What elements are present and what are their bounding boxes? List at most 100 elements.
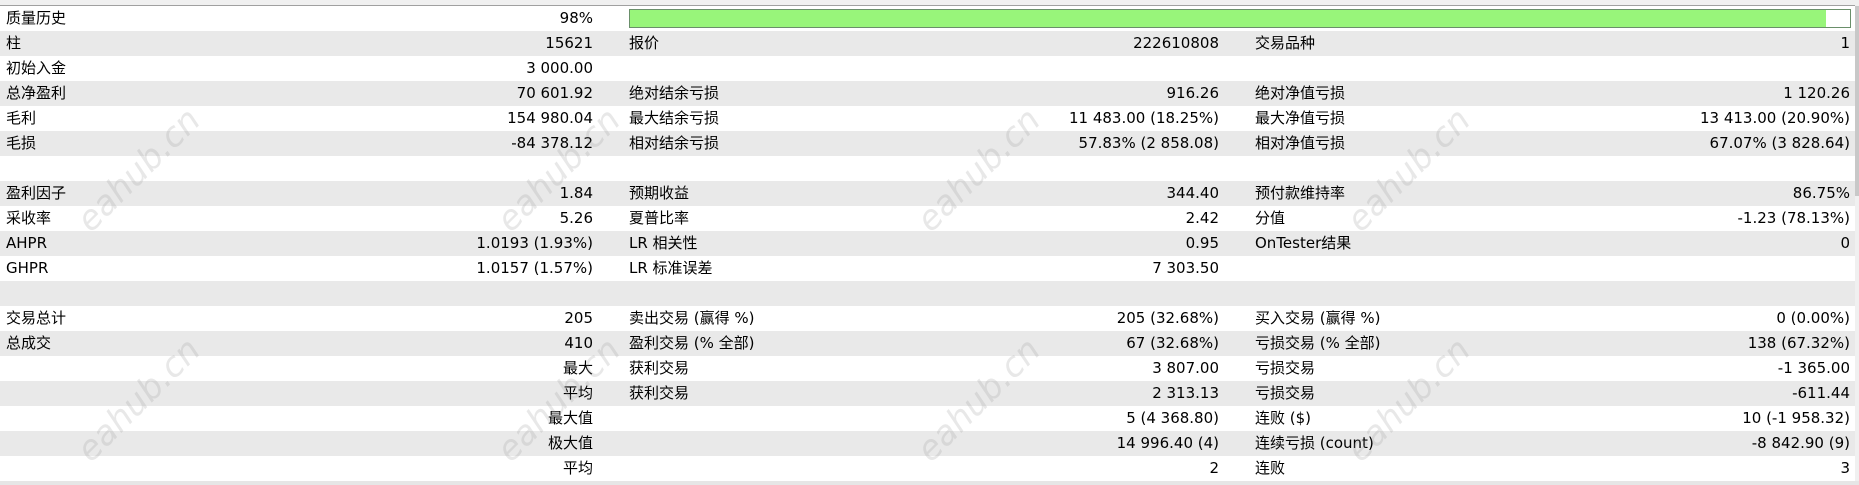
- stat-label: GHPR: [6, 259, 49, 277]
- stat-label: 最大净值亏损: [1255, 109, 1346, 127]
- stat-label: AHPR: [6, 234, 48, 252]
- stat-value: 13 413.00 (20.90%): [1699, 109, 1850, 127]
- stat-value: 平均: [562, 384, 593, 402]
- stat-value: 222610808: [1133, 34, 1219, 52]
- stat-label: 报价: [629, 34, 660, 52]
- stat-value: 0.95: [1185, 234, 1219, 252]
- table-row: AHPR 1.0193 (1.93%) LR 相关性 0.95 OnTester结果 0: [0, 231, 1855, 256]
- table-row: 总成交 410 盈利交易 (% 全部) 67 (32.68%) 亏损交易 (% 全部) 1…: [0, 331, 1855, 356]
- table-row: 平均 2 连败 3: [0, 456, 1855, 481]
- stat-label: 绝对结余亏损: [629, 84, 720, 102]
- stat-label: 柱: [6, 34, 22, 52]
- stat-value: 最大值: [547, 409, 593, 427]
- vertical-scrollbar[interactable]: [1855, 6, 1859, 196]
- stat-label: 初始入金: [6, 59, 67, 77]
- stat-label: 盈利交易 (% 全部): [629, 334, 755, 352]
- table-row: 平均 获利交易 2 313.13 亏损交易 -611.44: [0, 381, 1855, 406]
- stat-label: 买入交易 (赢得 %): [1255, 309, 1381, 327]
- bottom-border: [0, 481, 1859, 485]
- table-row: 柱 15621 报价 222610808 交易品种 1: [0, 31, 1855, 56]
- table-row: 最大 获利交易 3 807.00 亏损交易 -1 365.00: [0, 356, 1855, 381]
- quality-history-value: 98%: [559, 9, 593, 27]
- row-quality-history: 质量历史 98%: [0, 6, 1855, 31]
- stat-value: 1: [1840, 34, 1850, 52]
- stat-label: 总成交: [6, 334, 52, 352]
- stat-value: 极大值: [547, 434, 593, 452]
- stat-value: 5.26: [559, 209, 593, 227]
- stat-label: 卖出交易 (赢得 %): [629, 309, 755, 327]
- backtest-report-table: 质量历史 98% 柱 15621 报价 222610808 交易品种 1 初始入金 3 000…: [0, 5, 1855, 481]
- stat-value: 410: [564, 334, 593, 352]
- table-row: 初始入金 3 000.00: [0, 56, 1855, 81]
- stat-value: 70 601.92: [516, 84, 593, 102]
- stat-label: 毛损: [6, 134, 37, 152]
- stat-label: 预付款维持率: [1255, 184, 1346, 202]
- stat-value: 15621: [545, 34, 593, 52]
- stat-value: 86.75%: [1792, 184, 1850, 202]
- stat-value: 2: [1209, 459, 1219, 477]
- stat-label: 毛利: [6, 109, 37, 127]
- stat-label: 连续亏损 (count): [1255, 434, 1374, 452]
- stat-value: -8 842.90 (9): [1751, 434, 1850, 452]
- stat-value: -84 378.12: [511, 134, 593, 152]
- stat-label: 夏普比率: [629, 209, 690, 227]
- stat-value: 3 807.00: [1152, 359, 1219, 377]
- table-row: 最大值 5 (4 368.80) 连败 ($) 10 (-1 958.32): [0, 406, 1855, 431]
- stat-value: 2.42: [1185, 209, 1219, 227]
- stat-label: 相对结余亏损: [629, 134, 720, 152]
- stat-label: 盈利因子: [6, 184, 67, 202]
- stat-value: 14 996.40 (4): [1116, 434, 1219, 452]
- stat-value: 平均: [562, 459, 593, 477]
- stat-value: 0: [1840, 234, 1850, 252]
- stat-value: 0 (0.00%): [1776, 309, 1850, 327]
- stat-value: 1.0157 (1.57%): [476, 259, 593, 277]
- stat-label: 相对净值亏损: [1255, 134, 1346, 152]
- stat-value: 138 (67.32%): [1747, 334, 1850, 352]
- stat-label: 亏损交易 (% 全部): [1255, 334, 1381, 352]
- stat-value: 1.0193 (1.93%): [476, 234, 593, 252]
- stat-value: 154 980.04: [507, 109, 593, 127]
- stat-label: 获利交易: [629, 359, 690, 377]
- stat-value: 3: [1840, 459, 1850, 477]
- stat-value: 67.07% (3 828.64): [1709, 134, 1850, 152]
- stat-value: 916.26: [1166, 84, 1220, 102]
- stat-label: 分值: [1255, 209, 1286, 227]
- table-row: 毛损 -84 378.12 相对结余亏损 57.83% (2 858.08) 相对净值亏…: [0, 131, 1855, 156]
- table-row: [0, 156, 1855, 181]
- stat-value: 1 120.26: [1783, 84, 1850, 102]
- stat-value: 57.83% (2 858.08): [1078, 134, 1219, 152]
- stat-label: 连败 ($): [1255, 409, 1312, 427]
- stat-value: 7 303.50: [1152, 259, 1219, 277]
- stat-value: 10 (-1 958.32): [1742, 409, 1850, 427]
- stat-label: 亏损交易: [1255, 384, 1316, 402]
- stat-label: 交易总计: [6, 309, 67, 327]
- stat-value: 最大: [562, 359, 593, 377]
- stat-value: 67 (32.68%): [1126, 334, 1219, 352]
- stat-value: 1.84: [559, 184, 593, 202]
- stat-label: LR 相关性: [629, 234, 698, 252]
- stat-label: 最大结余亏损: [629, 109, 720, 127]
- stat-value: 3 000.00: [526, 59, 593, 77]
- stat-value: 205 (32.68%): [1116, 309, 1219, 327]
- table-row: [0, 281, 1855, 306]
- stat-label: 采收率: [6, 209, 52, 227]
- stat-value: -1.23 (78.13%): [1737, 209, 1850, 227]
- stat-label: 获利交易: [629, 384, 690, 402]
- quality-history-bar-fill: [630, 10, 1826, 27]
- table-row: 盈利因子 1.84 预期收益 344.40 预付款维持率 86.75%: [0, 181, 1855, 206]
- stat-label: OnTester结果: [1255, 234, 1352, 252]
- stat-label: 绝对净值亏损: [1255, 84, 1346, 102]
- table-row: 采收率 5.26 夏普比率 2.42 分值 -1.23 (78.13%): [0, 206, 1855, 231]
- stat-value: 205: [564, 309, 593, 327]
- stat-value: 5 (4 368.80): [1126, 409, 1219, 427]
- stat-label: LR 标准误差: [629, 259, 713, 277]
- table-row: 交易总计 205 卖出交易 (赢得 %) 205 (32.68%) 买入交易 (赢得 %…: [0, 306, 1855, 331]
- quality-history-label: 质量历史: [6, 9, 67, 27]
- table-row: GHPR 1.0157 (1.57%) LR 标准误差 7 303.50: [0, 256, 1855, 281]
- table-row: 极大值 14 996.40 (4) 连续亏损 (count) -8 842.90 (9…: [0, 431, 1855, 456]
- stat-label: 交易品种: [1255, 34, 1316, 52]
- stat-value: 344.40: [1166, 184, 1220, 202]
- stat-label: 亏损交易: [1255, 359, 1316, 377]
- stat-label: 预期收益: [629, 184, 690, 202]
- stat-label: 总净盈利: [6, 84, 67, 102]
